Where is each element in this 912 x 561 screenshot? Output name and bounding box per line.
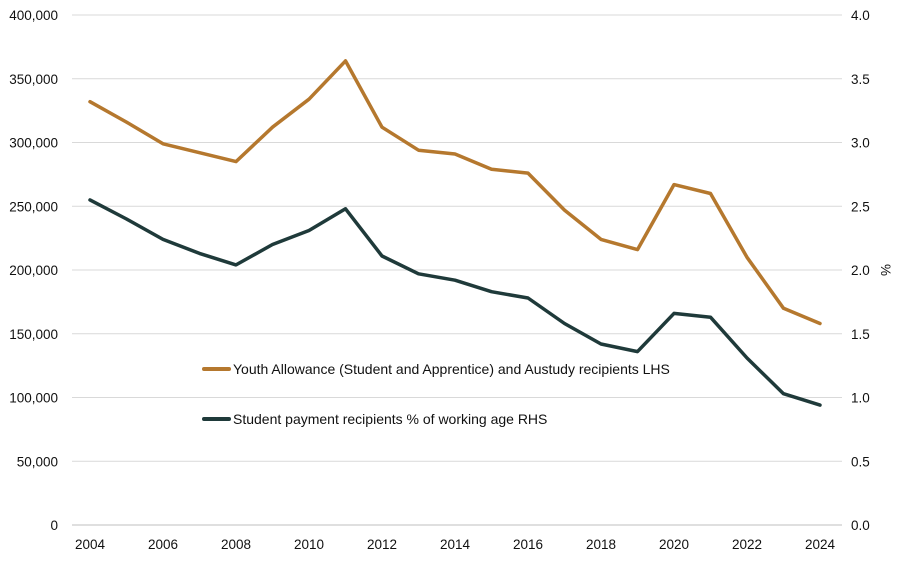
left-tick-label: 200,000 <box>9 263 58 278</box>
series-line-rhs <box>88 198 822 407</box>
x-tick-label: 2014 <box>440 537 471 552</box>
series-line-lhs <box>88 59 822 326</box>
left-tick-label: 300,000 <box>9 136 58 151</box>
legend: Youth Allowance (Student and Apprentice)… <box>202 361 670 427</box>
left-tick-label: 400,000 <box>9 8 58 23</box>
left-tick-label: 0 <box>50 518 58 533</box>
right-tick-label: 1.5 <box>851 327 870 342</box>
gridlines <box>72 14 842 462</box>
right-tick-label: 3.0 <box>851 136 870 151</box>
x-tick-label: 2022 <box>732 537 762 552</box>
left-tick-label: 100,000 <box>9 391 58 406</box>
left-tick-label: 50,000 <box>17 454 58 469</box>
right-tick-label: 3.5 <box>851 72 870 87</box>
x-tick-label: 2010 <box>294 537 324 552</box>
x-tick-label: 2012 <box>367 537 397 552</box>
right-tick-label: 0.0 <box>851 518 870 533</box>
right-tick-label: 0.5 <box>851 454 870 469</box>
right-axis-title: % <box>878 264 893 276</box>
right-tick-label: 2.5 <box>851 199 870 214</box>
x-tick-label: 2018 <box>586 537 616 552</box>
x-tick-label: 2006 <box>148 537 178 552</box>
left-tick-label: 350,000 <box>9 72 58 87</box>
right-tick-label: 2.0 <box>851 263 870 278</box>
series-lines <box>88 59 822 407</box>
x-axis-ticks: 2004 2006 2008 2010 2012 2014 2016 2018 2020 2022… <box>75 537 836 552</box>
right-axis-ticks: 0.0 0.5 1.0 1.5 2.0 2.5 3.0 3.5 4.0 <box>851 8 870 533</box>
x-tick-label: 2020 <box>659 537 689 552</box>
x-tick-label: 2016 <box>513 537 543 552</box>
legend-label: Youth Allowance (Student and Apprentice)… <box>233 361 670 377</box>
left-tick-label: 250,000 <box>9 199 58 214</box>
left-tick-label: 150,000 <box>9 327 58 342</box>
right-tick-label: 4.0 <box>851 8 870 23</box>
x-tick-label: 2004 <box>75 537 106 552</box>
left-axis-ticks: 0 50,000 100,000 150,000 200,000 250,000 300,0… <box>9 8 58 533</box>
legend-label: Student payment recipients % of working … <box>233 411 547 427</box>
x-tick-label: 2008 <box>221 537 251 552</box>
x-tick-label: 2024 <box>805 537 836 552</box>
right-tick-label: 1.0 <box>851 391 870 406</box>
